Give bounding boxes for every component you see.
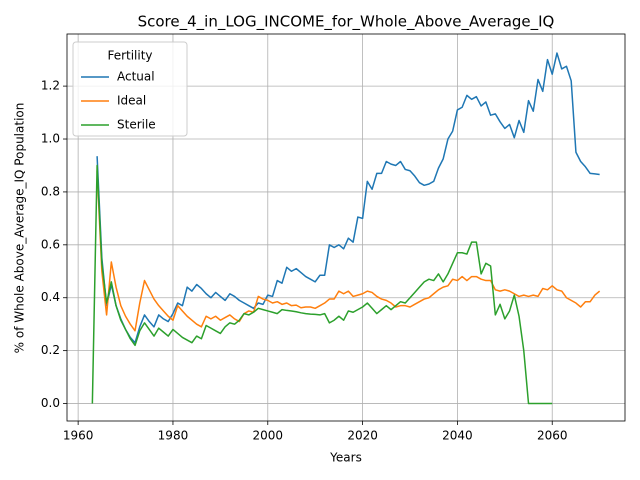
line-series [91, 164, 553, 405]
y-tick-label: 1.2 [41, 79, 60, 93]
y-axis-label: % of Whole Above_Average_IQ Population [13, 103, 27, 354]
line-series [96, 170, 601, 332]
y-tick-label: 0.6 [41, 237, 60, 251]
x-tick-label: 2020 [347, 429, 378, 443]
legend-title: Fertility [107, 49, 152, 63]
y-tick-label: 1.0 [41, 132, 60, 146]
y-tick-label: 0.8 [41, 184, 60, 198]
chart-title: Score_4_in_LOG_INCOME_for_Whole_Above_Av… [138, 13, 555, 32]
y-tick-label: 0.2 [41, 343, 60, 357]
x-tick-label: 2060 [537, 429, 568, 443]
y-tick-label: 0.0 [41, 396, 60, 410]
y-tick-label: 0.4 [41, 290, 60, 304]
legend: Fertility Actual Ideal Sterile [72, 41, 188, 137]
x-tick-label: 1960 [63, 429, 94, 443]
x-axis-label: Years [329, 451, 362, 465]
x-tick-label: 2000 [253, 429, 284, 443]
x-tick-label: 2040 [442, 429, 473, 443]
legend-label: Ideal [117, 94, 146, 108]
legend-label: Actual [117, 70, 155, 84]
legend-box [72, 41, 188, 137]
line-series [96, 52, 600, 344]
legend-label: Sterile [117, 118, 156, 132]
plot-frame [66, 33, 626, 422]
x-tick-label: 1980 [158, 429, 189, 443]
